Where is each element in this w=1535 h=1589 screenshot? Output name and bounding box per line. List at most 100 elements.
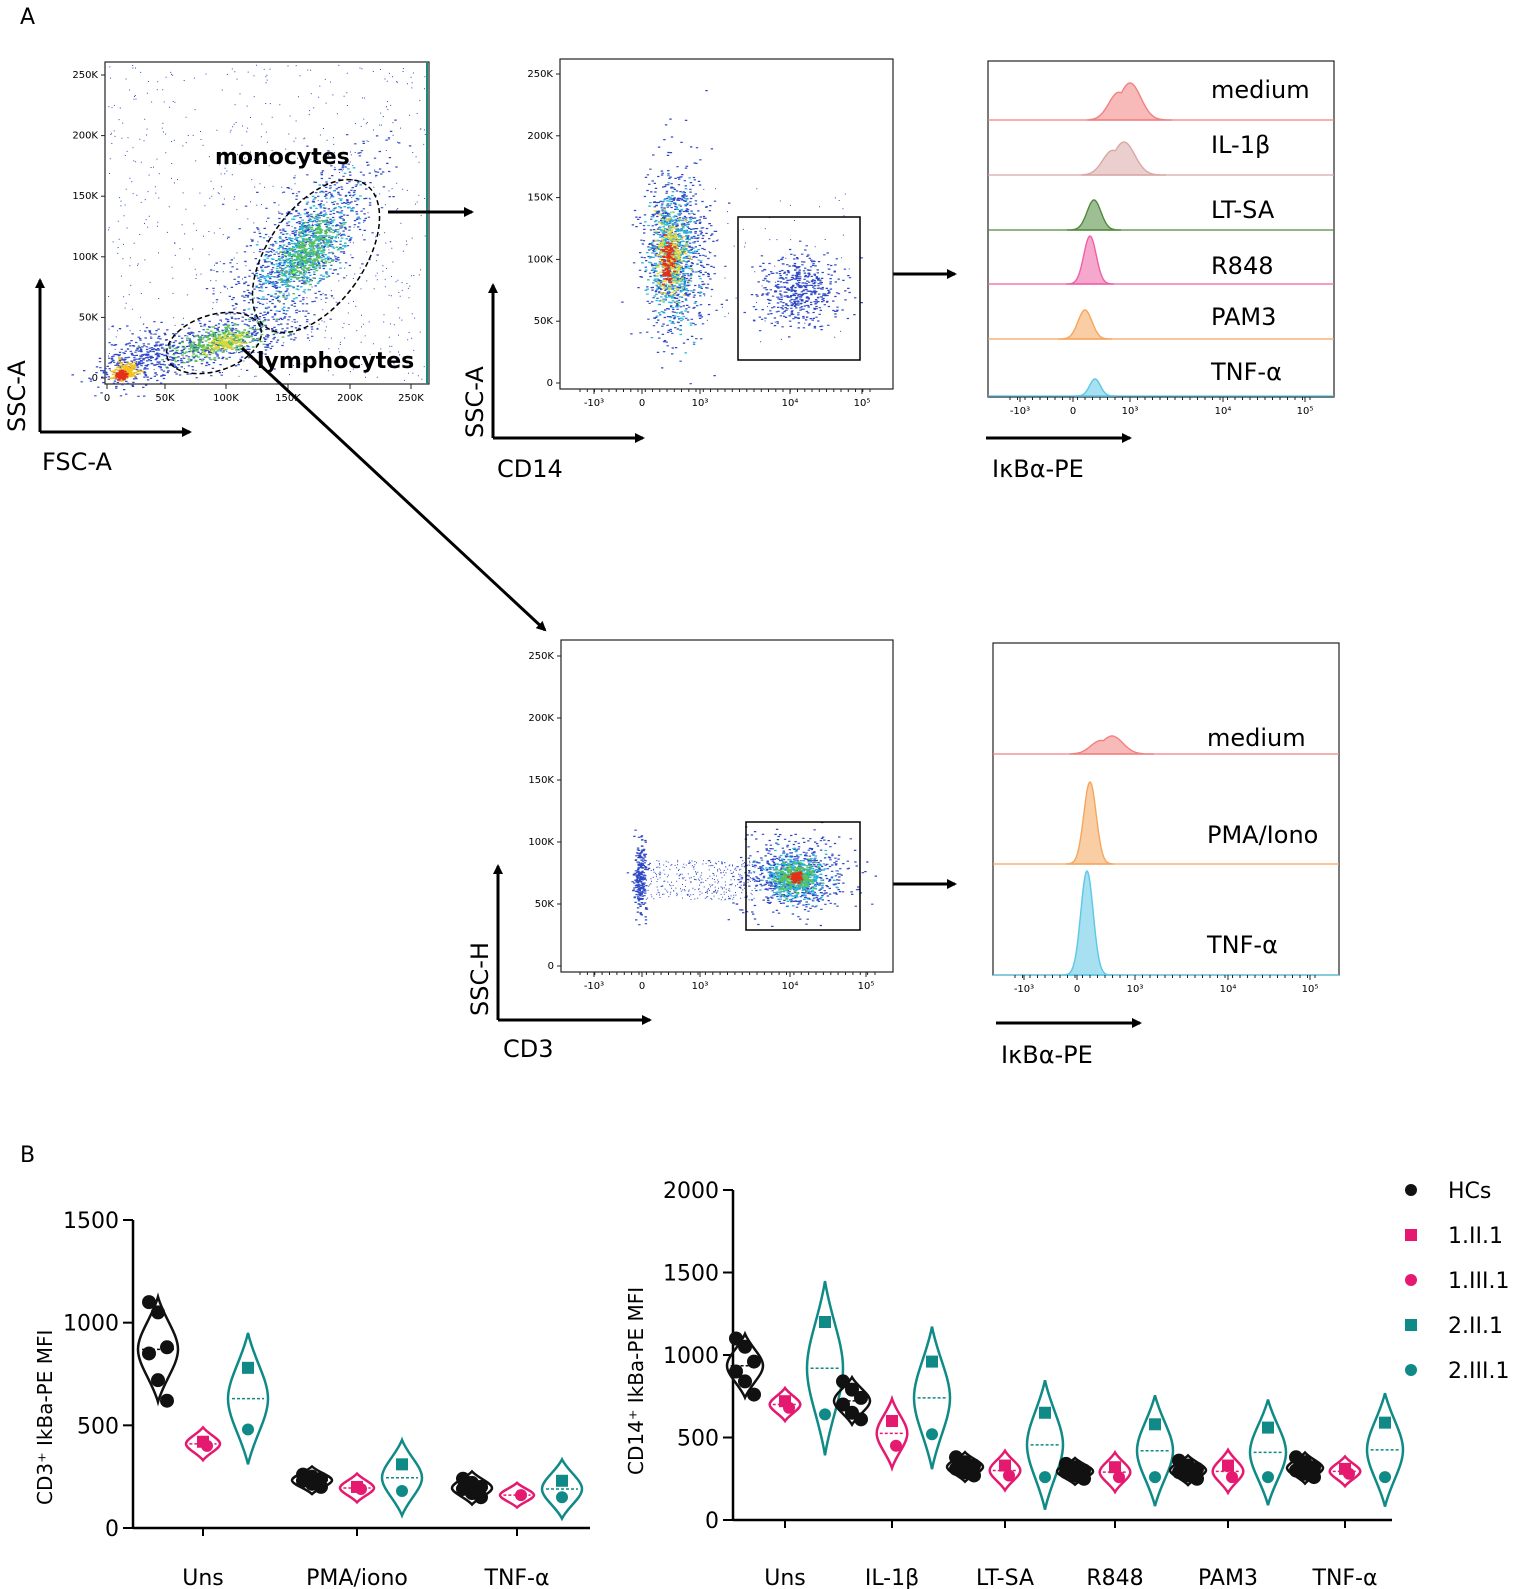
legend-label: 1.III.1 [1448, 1269, 1509, 1294]
hl-xtick-label: 10⁴ [1220, 984, 1237, 995]
hm-track-1-peak [1081, 141, 1166, 176]
patient2-violin [1135, 1394, 1175, 1507]
2-III-1-point [1262, 1471, 1274, 1484]
cd3-lymph-hot [787, 871, 804, 884]
cd3-ytick-label: 0 [548, 961, 554, 972]
cd3-ytick-label: 50K [535, 899, 555, 910]
1-III-1-point [515, 1489, 527, 1502]
hc-point [151, 1373, 165, 1388]
fsc-monocyte-events-core [277, 214, 347, 303]
v1-y-label: CD3⁺ IkBa-PE MFI [33, 1330, 57, 1505]
y-tick-label: 1500 [63, 1209, 119, 1234]
cd14-ytick-label: 0 [547, 378, 553, 389]
cd3-xtick-label: 10⁵ [858, 981, 875, 992]
hist-mono-x-label: IκBα-PE [992, 455, 1084, 483]
hc-point [142, 1346, 156, 1361]
2-II-1-point [396, 1458, 408, 1471]
fsc-ytick-label: 150K [72, 191, 98, 202]
hist-mono-tracks: medium IL-1β LT-SA R848 PAM3 TNF-α [988, 76, 1334, 397]
patient1-violin [1211, 1447, 1245, 1496]
2-II-1-point [556, 1474, 568, 1487]
fsc-x-ticks: 0 50K 100K 150K 200K 250K [104, 384, 424, 404]
legend-marker [1405, 1274, 1417, 1286]
2-III-1-point [242, 1423, 254, 1436]
cd3-gate [745, 821, 861, 931]
fsc-scatter-dots [71, 62, 428, 397]
1-II-1-point [1109, 1461, 1121, 1474]
hm-xtick-label: -10³ [1010, 406, 1030, 417]
v1-y-ticks: 0 500 1000 1500 [63, 1209, 133, 1542]
category-label: IL-1β [865, 1566, 919, 1589]
cd3-y-label: SSC-H [466, 942, 494, 1016]
hm-xtick-label: 10⁵ [1297, 406, 1314, 417]
fsc-x-label: FSC-A [42, 448, 113, 476]
y-tick-label: 2000 [663, 1179, 719, 1204]
legend-label: HCs [1448, 1179, 1491, 1204]
2-II-1-point [926, 1355, 938, 1368]
v2-categories: Uns IL-1β LT-SA R848 PAM3 TNF-α [764, 1520, 1378, 1589]
cd14-ytick-label: 250K [527, 69, 553, 80]
fsc-xtick-label: 250K [398, 393, 424, 404]
cd3-ytick-label: 100K [528, 837, 554, 848]
2-III-1-point [819, 1408, 831, 1421]
category-label: Uns [764, 1566, 806, 1589]
hm-track-0-peak [1087, 82, 1172, 121]
cd14-xtick-label: 10⁴ [782, 398, 799, 409]
cd3-plot: 0 50K 100K 150K 200K 250K -10³ 0 10³ 10⁴ 10⁵ SSC-… [466, 639, 894, 1063]
y-tick-label: 0 [105, 1517, 119, 1542]
cd14-y-label: SSC-A [461, 366, 489, 438]
v2-marks [725, 1280, 1405, 1510]
cd3-ytick-label: 250K [528, 651, 554, 662]
hm-track-5-peak [1074, 378, 1116, 397]
hc-violin [290, 1464, 334, 1496]
gate-label-lymphocytes: lymphocytes [257, 349, 414, 374]
fsc-lymphocyte-events-core [202, 332, 249, 356]
fsc-xtick-label: 50K [155, 393, 175, 404]
patient1-violin [1328, 1454, 1362, 1489]
2-III-1-point [926, 1428, 938, 1441]
fsc-xtick-label: 0 [104, 393, 110, 404]
2-III-1-point [1149, 1471, 1161, 1484]
hm-xtick-label: 10³ [1122, 406, 1139, 417]
patient1-violin [875, 1394, 909, 1473]
y-tick-label: 500 [77, 1414, 119, 1439]
patient1-violin [988, 1448, 1022, 1493]
v2-y-ticks: 0 500 1000 1500 2000 [663, 1179, 733, 1534]
hc-point [314, 1479, 328, 1494]
hl-xtick-label: 10⁵ [1302, 984, 1319, 995]
hc-point [1190, 1471, 1204, 1486]
hl-xtick-label: 0 [1074, 984, 1080, 995]
hist-lymph: medium PMA/Iono TNF-α -10³ 0 10³ 10⁴ 10⁵ IκBα-… [992, 642, 1340, 1069]
violin-chart-cd14: CD14⁺ IkBa-PE MFI 0 500 1000 1500 2000 Uns IL… [624, 1179, 1405, 1589]
gate-label-monocytes: monocytes [215, 145, 350, 170]
y-tick-label: 1000 [63, 1312, 119, 1337]
hm-track-4-label: PAM3 [1211, 303, 1276, 331]
patient2-violin [1365, 1392, 1405, 1507]
fsc-plot-frame [104, 61, 430, 385]
cd3-scatter-dots [626, 821, 877, 927]
cd14-xtick-label: -10³ [584, 398, 604, 409]
fsc-xtick-label: 100K [213, 393, 239, 404]
cd3-xtick-label: 0 [639, 981, 645, 992]
patient1-violin [1098, 1449, 1132, 1495]
category-label: TNF-α [484, 1566, 550, 1589]
1-III-1-point [1343, 1467, 1355, 1480]
cd14-y-ticks: 0 50K 100K 150K 200K 250K [527, 69, 560, 389]
cd3-xtick-label: -10³ [584, 981, 604, 992]
fsc-ssc-plot: monocytes lymphocytes 0 50K 100K 150K 200K 25… [3, 61, 430, 476]
1-III-1-point [1226, 1471, 1238, 1484]
hc-point [854, 1390, 868, 1405]
hm-track-0-label: medium [1211, 76, 1310, 104]
2-II-1-point [1039, 1406, 1051, 1419]
legend-marker [1405, 1364, 1417, 1376]
cd3-x-ticks: -10³ 0 10³ 10⁴ 10⁵ [579, 972, 876, 992]
1-II-1-point [886, 1415, 898, 1427]
hm-track-2-label: LT-SA [1211, 196, 1275, 224]
violin-chart-cd3: CD3⁺ IkBa-PE MFI 0 500 1000 1500 Uns PMA/ion… [33, 1209, 590, 1589]
patient2-violin [912, 1326, 952, 1470]
v2-y-label: CD14⁺ IkBa-PE MFI [624, 1287, 648, 1475]
2-II-1-point [819, 1316, 831, 1328]
patient2-violin [1248, 1399, 1288, 1506]
hc-point [729, 1331, 743, 1346]
2-III-1-point [396, 1485, 408, 1498]
